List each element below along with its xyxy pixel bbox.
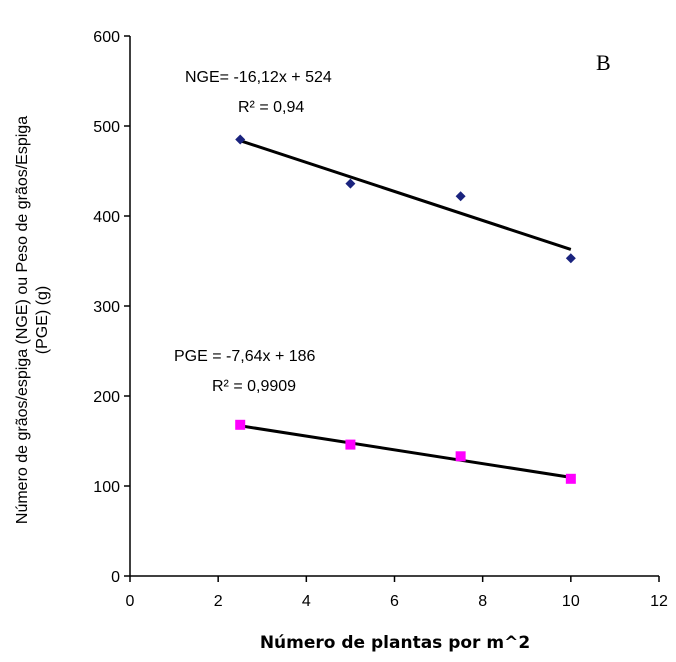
nge-r2: R² = 0,94 (238, 99, 304, 116)
x-tick-label: 6 (390, 593, 399, 610)
y-tick-label: 300 (93, 299, 120, 316)
tick-labels: 0 100 200 300 400 500 600 0 2 4 6 8 10 12 (93, 29, 668, 610)
nge-point (235, 134, 246, 145)
nge-point (565, 253, 576, 264)
pge-equation: PGE = -7,64x + 186 (174, 348, 316, 365)
y-tick-label: 200 (93, 389, 120, 406)
y-tick-label: 600 (93, 29, 120, 46)
trendlines (239, 139, 572, 479)
data-points (235, 134, 576, 484)
pge-r2: R² = 0,9909 (212, 378, 296, 395)
y-tick-label: 500 (93, 119, 120, 136)
pge-point (565, 473, 576, 484)
x-tick-label: 10 (562, 593, 580, 610)
pge-point (455, 451, 466, 462)
axes (124, 35, 660, 582)
nge-trendline (239, 139, 572, 251)
x-tick-label: 4 (302, 593, 311, 610)
x-tick-label: 2 (214, 593, 223, 610)
x-tick-label: 0 (126, 593, 135, 610)
nge-equation: NGE= -16,12x + 524 (185, 69, 332, 86)
x-tick-label: 8 (478, 593, 487, 610)
x-axis-title: Número de plantas por m^2 (260, 633, 530, 653)
y-axis-title-line2: (PGE) (g) (34, 286, 51, 354)
y-tick-label: 100 (93, 479, 120, 496)
y-tick-label: 0 (111, 569, 120, 586)
pge-point (345, 439, 356, 450)
y-tick-label: 400 (93, 209, 120, 226)
nge-point (345, 178, 356, 189)
pge-point (235, 419, 246, 430)
panel-label: B (596, 50, 611, 75)
x-tick-label: 12 (650, 593, 668, 610)
nge-point (455, 191, 466, 202)
y-axis-title-line1: Número de grãos/espiga (NGE) ou Peso de … (14, 116, 31, 524)
pge-trendline (239, 424, 572, 479)
